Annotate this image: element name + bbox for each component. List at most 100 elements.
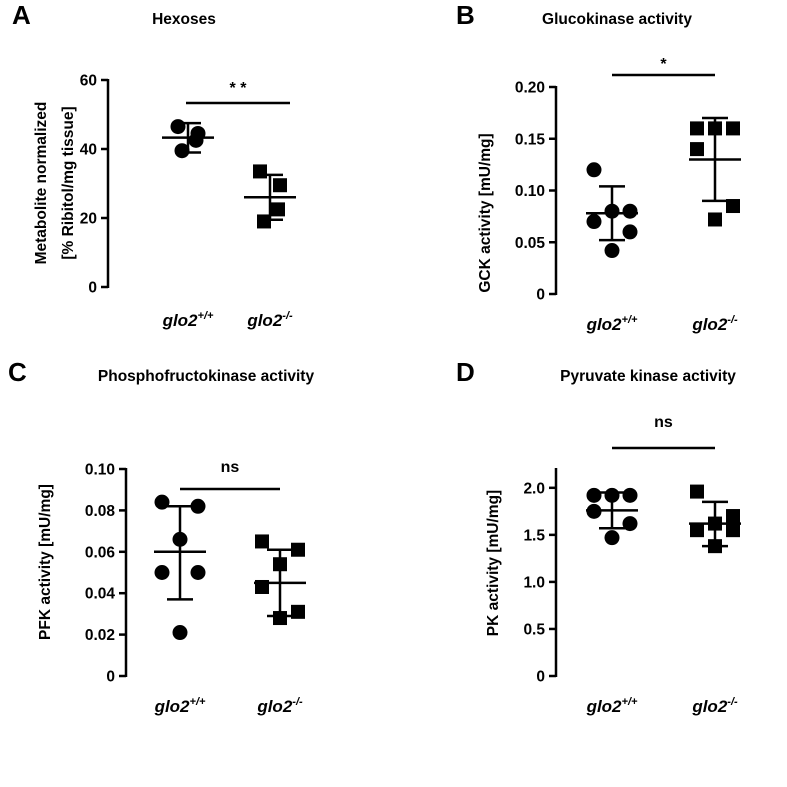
significance-label: * xyxy=(660,56,667,73)
panel-d: D Pyruvate kinase activity PK activity [mU… xyxy=(456,357,741,716)
data-point-square xyxy=(726,509,740,524)
category-base: glo2 xyxy=(256,697,292,716)
significance-label: ns xyxy=(221,459,240,476)
x-category-label: glo2-/- xyxy=(246,310,293,330)
y-axis-label: Metabolite normalized xyxy=(33,102,50,265)
y-tick-label: 0.06 xyxy=(85,544,116,561)
category-base: glo2 xyxy=(586,315,622,334)
x-category-label: glo2+/+ xyxy=(162,310,214,330)
x-category-label: glo2-/- xyxy=(691,314,738,334)
data-point-square xyxy=(291,604,305,619)
data-point-circle xyxy=(586,162,602,178)
data-point-square xyxy=(690,121,704,136)
data-point-circle xyxy=(622,203,638,219)
data-point-circle xyxy=(154,494,170,510)
category-superscript: -/- xyxy=(727,314,738,326)
data-point-circle xyxy=(622,487,638,503)
category-superscript: -/- xyxy=(292,696,303,708)
significance-label: ns xyxy=(654,414,673,431)
data-point-square xyxy=(273,178,287,193)
category-superscript: -/- xyxy=(282,310,293,322)
data-point-circle xyxy=(190,565,206,580)
category-base: glo2 xyxy=(154,697,190,716)
series-knockout xyxy=(689,484,741,554)
y-tick-label: 0 xyxy=(106,669,115,686)
data-point-square xyxy=(257,214,271,229)
data-point-circle xyxy=(170,119,186,135)
y-tick-label: 0.05 xyxy=(515,235,546,252)
panel-letter: A xyxy=(12,0,31,30)
series-wildtype xyxy=(586,162,638,259)
data-point-circle xyxy=(154,565,170,580)
data-point-square xyxy=(726,199,740,214)
y-tick-label: 0 xyxy=(536,287,545,304)
panel-title: Hexoses xyxy=(152,11,216,28)
y-tick-label: 20 xyxy=(80,211,97,228)
data-point-square xyxy=(255,534,269,549)
x-category-label: glo2-/- xyxy=(256,696,303,716)
data-point-circle xyxy=(190,498,206,514)
data-point-circle xyxy=(586,214,602,230)
y-axis-label: PK activity [mU/mg] xyxy=(485,490,502,636)
panel-letter: C xyxy=(8,357,27,387)
series-wildtype xyxy=(162,119,214,159)
data-point-square xyxy=(690,523,704,538)
y-tick-label: 1.0 xyxy=(523,574,545,591)
y-tick-label: 0.08 xyxy=(85,503,116,520)
data-point-circle xyxy=(622,224,638,240)
y-tick-label: 1.5 xyxy=(523,527,545,544)
category-base: glo2 xyxy=(246,311,282,330)
y-tick-label: 0.10 xyxy=(515,183,545,200)
x-category-label: glo2+/+ xyxy=(586,314,638,334)
y-axis-label: GCK activity [mU/mg] xyxy=(477,133,494,292)
y-tick-label: 0.15 xyxy=(515,131,546,148)
y-tick-label: 0.02 xyxy=(85,627,115,644)
y-tick-label: 40 xyxy=(80,142,97,159)
y-tick-label: 2.0 xyxy=(523,480,545,497)
data-point-square xyxy=(690,142,704,157)
y-axis-label: [% Ribitol/mg tissue] xyxy=(60,106,77,259)
category-superscript: +/+ xyxy=(622,314,638,326)
data-point-circle xyxy=(188,132,204,148)
series-knockout xyxy=(689,116,741,227)
panel-a: A Hexoses Metabolite normalized [% Ribitol/… xyxy=(12,0,296,330)
data-point-circle xyxy=(586,487,602,503)
panel-b: B Glucokinase activity GCK activity [mU/mg… xyxy=(456,0,741,334)
category-base: glo2 xyxy=(586,697,622,716)
y-tick-label: 0.04 xyxy=(85,586,116,603)
panel-c: C Phosphofructokinase activity PFK activit… xyxy=(8,357,314,716)
data-point-square xyxy=(253,164,267,179)
category-superscript: +/+ xyxy=(622,696,638,708)
series-knockout xyxy=(254,534,306,626)
data-point-circle xyxy=(622,516,638,532)
data-point-circle xyxy=(174,143,190,159)
data-point-circle xyxy=(604,243,620,259)
y-tick-label: 60 xyxy=(80,73,97,90)
data-point-square xyxy=(690,484,704,499)
panel-title: Glucokinase activity xyxy=(542,11,692,28)
y-tick-label: 0 xyxy=(536,669,545,686)
category-superscript: +/+ xyxy=(190,696,206,708)
y-tick-label: 0 xyxy=(88,280,97,297)
data-point-square xyxy=(726,121,740,136)
x-category-label: glo2+/+ xyxy=(586,696,638,716)
y-tick-label: 0.10 xyxy=(85,462,115,479)
y-tick-label: 0.5 xyxy=(523,621,545,638)
category-superscript: +/+ xyxy=(198,310,214,322)
category-base: glo2 xyxy=(691,315,727,334)
panel-title: Phosphofructokinase activity xyxy=(98,368,315,385)
series-knockout xyxy=(244,164,296,229)
y-axis-label: PFK activity [mU/mg] xyxy=(37,484,54,640)
category-base: glo2 xyxy=(691,697,727,716)
panel-title: Pyruvate kinase activity xyxy=(560,368,736,385)
data-point-square xyxy=(291,542,305,557)
significance-label: * * xyxy=(230,80,248,97)
data-point-square xyxy=(273,611,287,626)
panel-letter: B xyxy=(456,0,475,30)
x-category-label: glo2-/- xyxy=(691,696,738,716)
data-point-circle xyxy=(604,530,620,546)
data-point-square xyxy=(708,212,722,227)
data-point-square xyxy=(726,523,740,538)
category-base: glo2 xyxy=(162,311,198,330)
series-wildtype xyxy=(154,494,206,641)
